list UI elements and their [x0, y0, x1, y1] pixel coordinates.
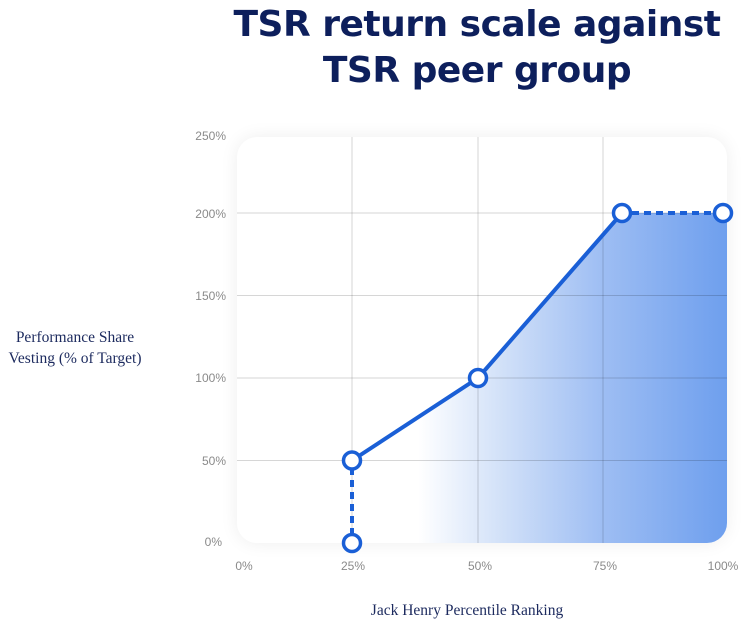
x-tick-50: 50% [468, 559, 492, 573]
y-axis-label-line1: Performance Share [15, 329, 135, 346]
x-axis-ticks: 0% 25% 50% 75% 100% [235, 559, 738, 573]
x-tick-0: 0% [235, 559, 253, 573]
y-axis-label: Performance Share Vesting (% of Target) [0, 327, 150, 369]
point-25-0 [341, 532, 363, 554]
x-tick-100: 100% [708, 559, 739, 573]
y-tick-200: 200% [195, 207, 226, 221]
point-50-100 [467, 367, 489, 389]
y-tick-250: 250% [195, 129, 226, 143]
y-tick-50: 50% [202, 454, 226, 468]
point-100-200 [712, 202, 734, 224]
x-tick-25: 25% [341, 559, 365, 573]
chart-title: TSR return scale against TSR peer group [200, 2, 754, 94]
point-25-50 [341, 450, 363, 471]
y-tick-100: 100% [195, 371, 226, 385]
y-axis-ticks: 250% 200% 150% 100% 50% 0% [195, 129, 226, 549]
x-axis-label: Jack Henry Percentile Ranking [370, 602, 564, 619]
chart-title-line2: TSR peer group [322, 50, 632, 91]
data-points [341, 202, 734, 554]
point-79-200 [611, 202, 633, 224]
y-tick-0: 0% [205, 535, 223, 549]
y-tick-150: 150% [195, 289, 226, 303]
y-axis-label-line2: Vesting (% of Target) [8, 350, 142, 367]
x-tick-75: 75% [593, 559, 617, 573]
chart-title-line1: TSR return scale against [233, 4, 721, 45]
